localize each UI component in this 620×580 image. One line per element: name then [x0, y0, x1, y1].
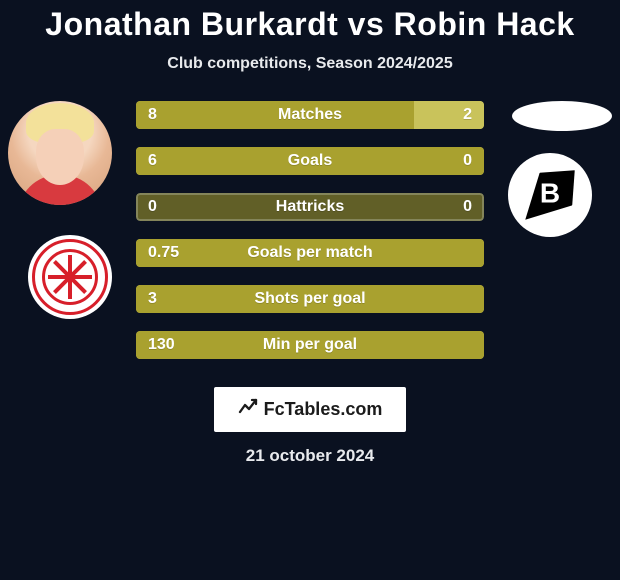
stat-bars: 8 Matches 2 6 Goals 0 0 Hattricks 0 0.75 Goals per…: [136, 101, 484, 377]
stat-label: Goals per match: [247, 244, 372, 262]
stat-row: 0.75 Goals per match: [136, 239, 484, 267]
stat-label: Shots per goal: [254, 290, 365, 308]
stat-label: Min per goal: [263, 336, 357, 354]
stat-bar-left: [136, 101, 414, 129]
footer: FcTables.com 21 october 2024: [0, 387, 620, 466]
player-right-avatar: [512, 101, 612, 131]
stat-row: 8 Matches 2: [136, 101, 484, 129]
brand-icon: [238, 397, 258, 422]
stat-label: Hattricks: [276, 198, 344, 216]
brand-text: FcTables.com: [264, 399, 383, 420]
stat-left-value: 3: [148, 290, 157, 308]
club-right-logo: B: [508, 153, 592, 237]
stat-right-value: 0: [463, 152, 472, 170]
stat-label: Goals: [288, 152, 332, 170]
stat-row: 130 Min per goal: [136, 331, 484, 359]
stat-left-value: 130: [148, 336, 175, 354]
comparison-panel: B 8 Matches 2 6 Goals 0 0 Hattricks 0 0.75 Goals p…: [0, 101, 620, 381]
club-right-letter: B: [540, 177, 560, 209]
club-left-spokes: [48, 255, 92, 299]
stat-row: 3 Shots per goal: [136, 285, 484, 313]
player-left-avatar: [8, 101, 112, 205]
stat-row: 0 Hattricks 0: [136, 193, 484, 221]
stat-right-value: 0: [463, 198, 472, 216]
brand-badge: FcTables.com: [214, 387, 407, 432]
stat-label: Matches: [278, 106, 342, 124]
club-left-logo: [28, 235, 112, 319]
stat-right-value: 2: [463, 106, 472, 124]
subtitle: Club competitions, Season 2024/2025: [0, 55, 620, 73]
stat-left-value: 0: [148, 198, 157, 216]
player-left-face: [8, 101, 112, 205]
page-title: Jonathan Burkardt vs Robin Hack: [0, 0, 620, 43]
stat-left-value: 8: [148, 106, 157, 124]
stat-row: 6 Goals 0: [136, 147, 484, 175]
date-label: 21 october 2024: [246, 446, 375, 466]
stat-bar-right: [414, 101, 484, 129]
stat-left-value: 0.75: [148, 244, 179, 262]
stat-left-value: 6: [148, 152, 157, 170]
